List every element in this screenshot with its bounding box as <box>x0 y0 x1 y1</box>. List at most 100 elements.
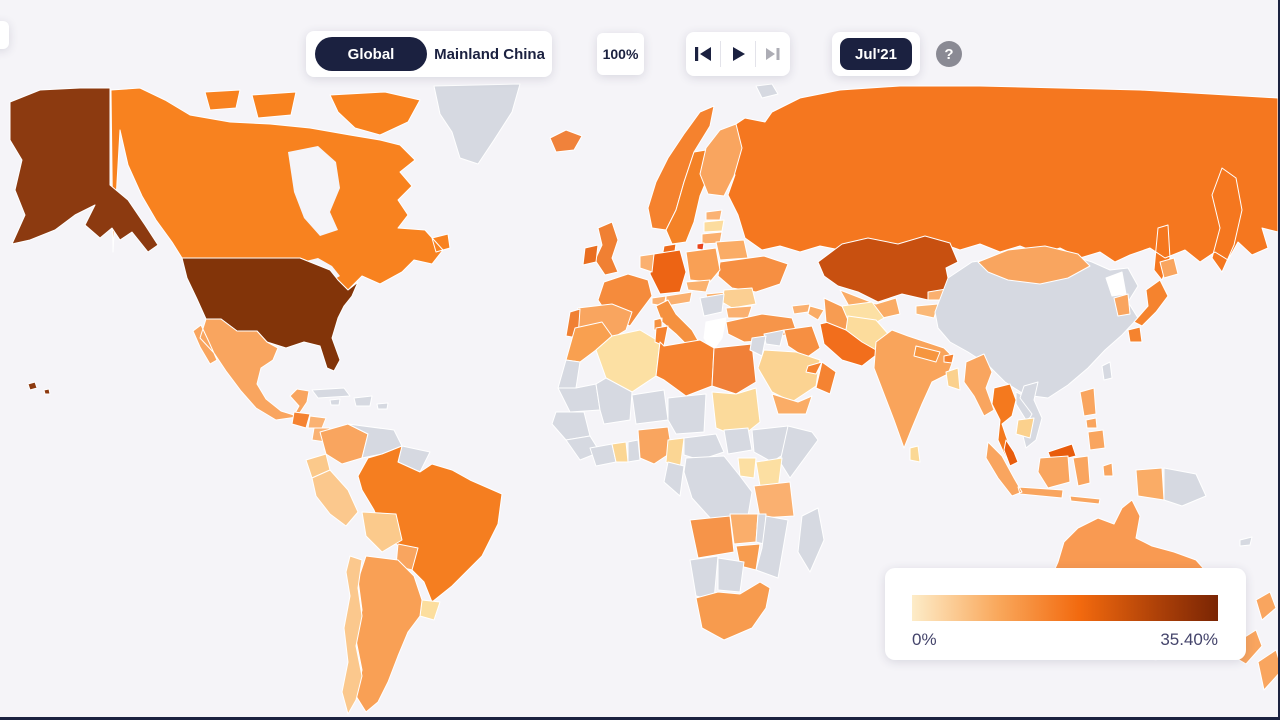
country-western-sahara[interactable] <box>557 359 581 389</box>
country-south-africa[interactable] <box>695 581 771 641</box>
country-bangladesh[interactable] <box>945 367 961 391</box>
country-canada[interactable] <box>110 87 451 291</box>
country-finland[interactable] <box>699 123 743 197</box>
legend-max-label: 35.40% <box>1160 630 1218 649</box>
country-romania[interactable] <box>721 287 757 309</box>
country-chile[interactable] <box>341 555 363 715</box>
country-angola[interactable] <box>689 515 735 559</box>
country-cambodia[interactable] <box>1015 417 1035 439</box>
country-north-korea[interactable] <box>1105 271 1127 297</box>
region-caribbean[interactable] <box>311 387 389 410</box>
country-sudan[interactable] <box>711 387 761 439</box>
country-uk[interactable] <box>594 221 619 276</box>
skip-forward-button[interactable] <box>756 40 790 68</box>
country-greenland[interactable] <box>433 83 521 165</box>
region-togo-benin[interactable] <box>627 439 641 463</box>
country-bolivia[interactable] <box>361 511 403 553</box>
hudson-bay <box>288 146 340 236</box>
country-thailand[interactable] <box>991 383 1017 459</box>
country-czechia[interactable] <box>685 279 711 293</box>
country-azerbaijan[interactable] <box>807 305 825 321</box>
country-myanmar[interactable] <box>963 353 995 417</box>
country-egypt[interactable] <box>711 343 757 395</box>
country-mali[interactable] <box>595 377 633 425</box>
country-hawaii[interactable] <box>27 381 51 395</box>
country-mexico[interactable] <box>192 318 310 421</box>
country-mozambique[interactable] <box>755 515 789 579</box>
country-peru[interactable] <box>311 469 359 527</box>
country-botswana[interactable] <box>717 557 745 593</box>
color-scale-legend: 0% 35.40% <box>885 568 1246 660</box>
country-bulgaria[interactable] <box>725 305 753 319</box>
country-nigeria[interactable] <box>637 426 673 465</box>
country-papua-new-guinea[interactable] <box>1163 467 1207 507</box>
country-argentina[interactable] <box>355 555 423 713</box>
country-estonia[interactable] <box>705 209 723 221</box>
country-yemen[interactable] <box>771 393 813 415</box>
toggle-option-mainland-china[interactable]: Mainland China <box>434 45 545 63</box>
country-mauritania[interactable] <box>557 383 601 413</box>
country-japan[interactable] <box>1127 279 1169 343</box>
country-saudi-arabia[interactable] <box>757 349 821 403</box>
country-chad[interactable] <box>667 393 707 435</box>
country-south-sudan[interactable] <box>723 427 753 455</box>
country-nepal[interactable] <box>913 345 941 363</box>
region-balkans[interactable] <box>699 293 725 317</box>
country-iceland[interactable] <box>549 129 583 153</box>
country-zambia[interactable] <box>729 513 759 545</box>
country-guatemala[interactable] <box>291 411 311 429</box>
play-button[interactable] <box>721 40 755 68</box>
country-tanzania[interactable] <box>753 481 795 519</box>
country-honduras[interactable] <box>307 415 327 429</box>
country-somalia[interactable] <box>779 425 819 479</box>
country-latvia[interactable] <box>703 219 725 233</box>
date-chip[interactable]: Jul'21 <box>840 38 912 70</box>
country-philippines[interactable] <box>1079 387 1106 451</box>
zoom-level-button[interactable]: 100% <box>597 33 644 75</box>
country-germany[interactable] <box>649 249 687 295</box>
country-poland[interactable] <box>685 247 721 283</box>
continent-asia <box>725 235 1207 507</box>
country-greece[interactable] <box>703 317 727 353</box>
country-niger[interactable] <box>631 389 669 425</box>
region-kaliningrad[interactable] <box>696 242 705 251</box>
country-malaysia[interactable] <box>1003 439 1019 467</box>
country-tajikistan[interactable] <box>915 303 939 319</box>
country-indonesia[interactable] <box>985 441 1114 505</box>
skip-back-button[interactable] <box>686 40 720 68</box>
country-india[interactable] <box>873 329 955 449</box>
country-alaska[interactable] <box>9 87 159 253</box>
country-uganda[interactable] <box>737 457 757 479</box>
skip-back-icon <box>695 47 711 61</box>
country-russia[interactable] <box>724 85 1279 281</box>
country-oman[interactable] <box>815 361 837 395</box>
country-mongolia[interactable] <box>977 245 1091 285</box>
toggle-option-global[interactable]: Global <box>315 37 427 71</box>
country-iraq[interactable] <box>783 325 821 359</box>
country-bhutan[interactable] <box>943 353 955 364</box>
continent-europe <box>565 83 1279 353</box>
country-car[interactable] <box>683 433 725 461</box>
country-madagascar[interactable] <box>797 507 825 573</box>
country-south-korea[interactable] <box>1113 293 1131 317</box>
side-panel-stub[interactable] <box>0 21 9 49</box>
help-button[interactable]: ? <box>936 41 962 67</box>
region-benelux[interactable] <box>639 253 655 273</box>
country-uae[interactable] <box>805 361 823 375</box>
divider <box>755 41 756 67</box>
country-ukraine[interactable] <box>717 255 789 293</box>
region-svalbard[interactable] <box>755 83 779 99</box>
country-taiwan[interactable] <box>1101 361 1113 381</box>
region-hokkaido[interactable] <box>1159 257 1179 279</box>
region-papua-indonesia[interactable] <box>1135 467 1165 501</box>
country-ireland[interactable] <box>582 244 599 266</box>
country-senegal[interactable] <box>551 411 591 441</box>
country-sri-lanka[interactable] <box>909 445 921 463</box>
country-uruguay[interactable] <box>419 599 441 621</box>
region-congo-gabon[interactable] <box>663 461 685 497</box>
country-ivory-coast[interactable] <box>589 443 617 467</box>
country-georgia[interactable] <box>791 303 811 315</box>
region-new-caledonia[interactable] <box>1239 536 1253 547</box>
country-libya[interactable] <box>655 339 715 397</box>
country-belarus[interactable] <box>715 239 749 261</box>
